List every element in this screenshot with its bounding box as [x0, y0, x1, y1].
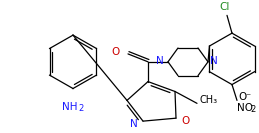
Text: Cl: Cl: [220, 2, 230, 12]
Text: ⁻: ⁻: [245, 92, 250, 102]
Text: O: O: [181, 116, 189, 126]
Text: 2: 2: [250, 105, 255, 114]
Text: N: N: [130, 119, 138, 129]
Text: CH₃: CH₃: [199, 95, 217, 105]
Text: NO: NO: [237, 103, 253, 113]
Text: N: N: [156, 56, 164, 66]
Text: O: O: [238, 92, 246, 102]
Text: 2: 2: [78, 104, 84, 113]
Text: O: O: [112, 47, 120, 57]
Text: N: N: [210, 56, 218, 66]
Text: NH: NH: [62, 102, 78, 112]
